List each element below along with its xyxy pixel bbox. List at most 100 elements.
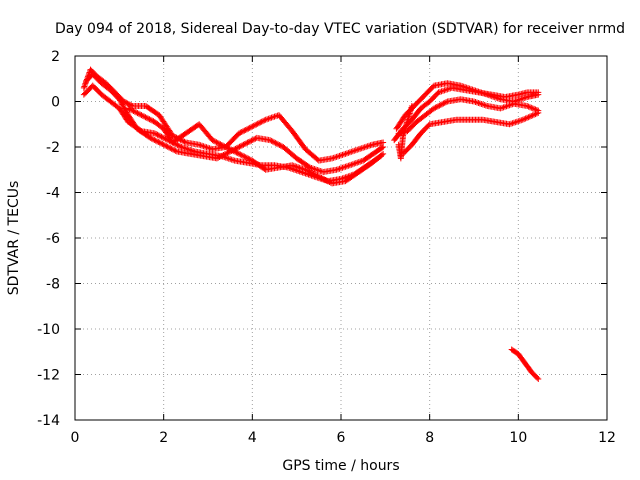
data-point [465,85,472,92]
data-point [512,119,519,126]
data-point [473,99,480,106]
data-point [182,145,189,152]
data-point [117,97,124,104]
data-point [157,133,164,140]
data-point [478,89,485,96]
data-point [167,145,174,152]
data-point [312,166,319,173]
data-point [310,170,317,177]
data-point [303,167,310,174]
data-point [163,143,170,150]
data-point [246,156,253,163]
data-point [220,142,227,149]
data-point [441,99,448,106]
data-point [275,141,282,148]
data-point [302,166,309,173]
data-point [338,165,344,172]
data-point [233,149,240,156]
data-point [221,143,228,150]
data-point [205,144,211,151]
data-point [171,147,178,154]
data-point [504,102,511,109]
data-point [202,143,209,150]
data-point [494,95,501,102]
data-point [473,88,480,95]
data-point [534,374,541,381]
data-point [213,139,220,146]
data-point [155,138,162,145]
data-point [349,161,356,168]
data-point [525,103,532,110]
data-point [248,124,255,131]
data-point [340,164,347,171]
data-point [120,104,127,111]
data-point [277,142,284,149]
data-point [120,102,127,109]
data-point [268,114,275,121]
data-point [526,104,533,111]
y-tick-label: -14 [37,413,60,429]
data-point [229,147,236,154]
y-tick-label: 0 [51,95,60,111]
data-point [367,142,374,149]
data-point [442,86,449,93]
data-point [366,142,373,149]
data-point [169,132,176,139]
data-point [471,87,477,94]
data-point [151,130,158,137]
data-point [436,102,443,109]
data-point [526,113,533,120]
data-point [439,101,446,108]
data-point [348,148,355,155]
data-point [249,123,256,130]
data-point [127,101,134,108]
data-point [187,147,194,154]
data-point [380,150,387,157]
data-point [154,138,161,145]
data-point [251,136,258,143]
data-point [314,167,321,174]
data-point [137,111,144,118]
data-point [535,376,542,383]
data-point [293,163,300,170]
data-point [178,144,185,150]
data-point [441,87,448,94]
data-point [481,102,488,109]
data-point [133,109,140,116]
data-point [307,169,314,176]
y-tick-label: -6 [46,231,60,247]
data-point [308,164,315,171]
data-point [432,104,439,111]
data-point [475,88,482,95]
data-point [199,142,206,149]
data-point [214,139,221,146]
data-point [237,129,244,136]
data-point [244,126,251,133]
data-point [339,164,346,171]
data-point [528,104,535,111]
data-point [484,91,491,98]
data-point [535,109,542,116]
data-point [460,83,467,90]
data-point [325,178,332,185]
data-point [472,99,479,106]
data-point [216,140,223,147]
data-point [340,151,347,158]
data-point [222,154,229,161]
data-point [137,127,144,134]
data-point [196,141,203,148]
data-point [159,134,166,141]
data-point [346,149,353,156]
data-point [518,117,525,124]
data-point [221,154,228,161]
data-point [336,152,343,159]
data-point [290,162,297,169]
data-point [117,98,124,105]
data-point [151,136,158,143]
data-point [125,105,132,112]
data-point [528,112,535,119]
data-point [513,118,520,125]
data-point [335,166,342,173]
x-tick-label: 12 [598,430,616,446]
data-point [236,150,243,157]
